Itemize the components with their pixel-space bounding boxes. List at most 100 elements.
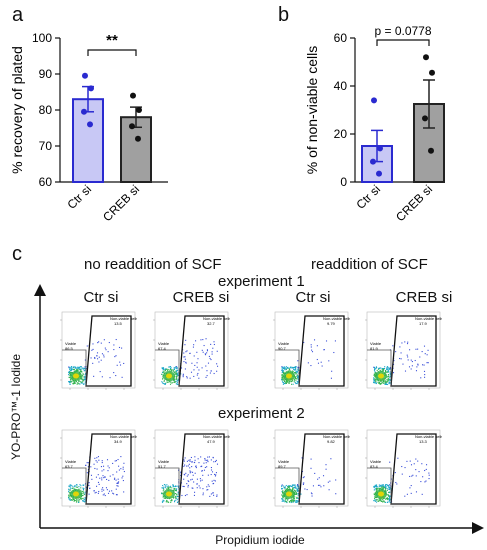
event-dot [83,367,85,369]
event-dot [310,458,312,460]
event-dot [177,383,179,386]
event-dot [213,372,215,375]
event-dot [386,497,389,499]
event-dot [281,487,283,489]
event-dot [316,345,318,347]
event-dot [196,487,198,489]
event-dot [374,368,376,370]
event-dot [375,366,377,368]
event-dot [296,382,298,384]
event-dot [285,500,287,503]
event-dot [289,381,291,383]
event-dot [166,500,168,502]
event-dot [396,483,398,485]
event-dot [207,456,209,458]
event-dot [180,474,182,476]
event-dot [73,368,76,370]
event-dot [79,380,81,383]
event-dot [81,367,83,369]
event-dot [75,366,77,368]
event-dot [174,488,176,490]
event-dot [166,369,169,371]
event-dot [384,488,386,490]
event-dot [374,486,376,488]
event-dot [284,369,286,371]
event-dot [176,499,178,501]
event-dot [387,376,389,378]
event-dot [86,345,88,347]
event-dot [417,364,419,366]
event-dot [282,381,284,383]
event-dot [204,459,206,461]
event-dot [186,475,188,477]
event-dot [387,501,389,503]
event-dot [197,458,199,460]
event-dot [82,500,84,502]
event-dot [310,467,312,469]
event-dot [102,494,104,496]
event-dot [295,497,298,499]
event-dot [374,369,376,371]
event-dot [399,346,401,348]
event-dot [384,370,387,372]
event-dot [76,484,78,486]
event-dot [426,354,428,356]
event-dot [169,381,171,383]
density-peak [286,373,292,379]
event-dot [189,459,191,461]
event-dot [381,382,383,384]
flow-plot: Viable 63.7 Non-viable cells 34.9 [52,428,137,516]
event-dot [81,495,83,497]
event-dot [388,367,390,369]
event-dot [281,485,283,487]
event-dot [112,474,114,476]
event-dot [174,486,176,488]
event-dot [297,378,299,381]
event-dot [163,380,165,382]
event-dot [214,475,216,477]
event-dot [373,374,376,376]
event-dot [100,342,102,344]
event-dot [168,501,170,503]
event-dot [187,465,189,467]
event-dot [282,376,284,378]
event-dot [293,497,295,500]
event-dot [74,381,76,383]
event-dot [118,465,120,467]
density-peak [166,491,172,497]
event-dot [114,477,116,479]
event-dot [172,369,174,371]
event-dot [83,499,85,501]
event-dot [94,457,96,459]
event-dot [286,487,288,490]
event-dot [294,493,296,495]
event-dot [411,361,413,363]
event-dot [333,351,335,354]
event-dot [198,485,200,487]
data-point [87,121,93,128]
event-dot [79,368,81,370]
event-dot [378,382,380,384]
event-dot [84,370,86,372]
event-dot [174,489,176,491]
event-dot [81,381,83,383]
event-dot [389,496,391,498]
density-peak [378,491,384,497]
event-dot [329,480,331,482]
event-dot [68,376,70,378]
event-dot [325,464,327,466]
event-dot [167,488,169,490]
event-dot [374,496,376,498]
event-dot [162,382,164,385]
event-dot [78,368,80,370]
event-dot [190,456,192,459]
event-dot [216,363,218,365]
nonviable-gate [178,433,225,505]
event-dot [117,481,119,484]
event-dot [281,369,283,372]
event-dot [162,488,164,490]
event-dot [68,494,70,496]
event-dot [407,341,409,343]
event-dot [78,500,80,502]
event-dot [69,366,71,368]
